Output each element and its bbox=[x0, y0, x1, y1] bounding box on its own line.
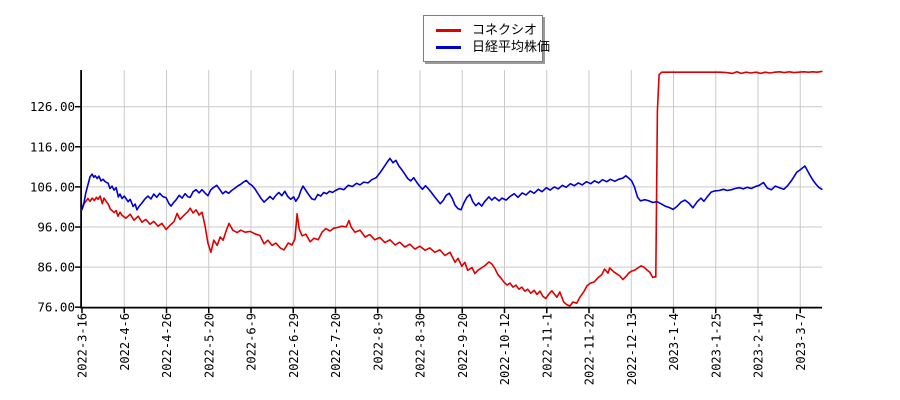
y-tick-label: 76.00 bbox=[37, 300, 75, 315]
blue-line-swatch bbox=[436, 45, 461, 49]
y-tick-label: 106.00 bbox=[30, 179, 75, 194]
legend-item-nikkei: 日経平均株価 bbox=[436, 39, 550, 55]
x-tick-label: 2022-12-13 bbox=[625, 313, 639, 385]
x-tick-label: 2022-4-26 bbox=[160, 313, 174, 378]
x-tick-label: 2023-2-14 bbox=[752, 313, 766, 378]
x-tick-label: 2022-4-6 bbox=[118, 313, 132, 371]
red-line-swatch bbox=[436, 28, 461, 32]
x-tick-label: 2022-8-9 bbox=[371, 313, 385, 371]
chart-legend: コネクシオ 日経平均株価 bbox=[423, 15, 550, 62]
x-tick-label: 2022-11-1 bbox=[540, 313, 554, 378]
x-tick-label: 2023-1-4 bbox=[667, 313, 681, 371]
y-tick-label: 96.00 bbox=[37, 220, 75, 235]
x-tick-label: 2023-1-25 bbox=[709, 313, 723, 378]
x-tick-label: 2022-7-20 bbox=[329, 313, 343, 378]
legend-label-konexio: コネクシオ bbox=[472, 22, 538, 37]
legend-label-nikkei: 日経平均株価 bbox=[472, 39, 551, 54]
x-tick-label: 2023-3-7 bbox=[794, 313, 808, 371]
x-tick-label: 2022-11-22 bbox=[583, 313, 597, 385]
y-tick-label: 86.00 bbox=[37, 260, 75, 275]
series-line-konexio bbox=[81, 70, 823, 307]
x-tick-label: 2022-6-9 bbox=[245, 313, 259, 371]
x-tick-label: 2022-3-16 bbox=[76, 313, 90, 378]
series-line-nikkei225 bbox=[81, 157, 823, 211]
x-tick-label: 2022-8-30 bbox=[414, 313, 428, 378]
x-tick-label: 2022-5-20 bbox=[202, 313, 216, 378]
legend-item-konexio: コネクシオ bbox=[436, 22, 537, 38]
x-tick-label: 2022-9-20 bbox=[456, 313, 470, 378]
x-tick-label: 2022-10-12 bbox=[498, 313, 512, 385]
y-tick-label: 116.00 bbox=[30, 139, 75, 154]
y-tick-label: 126.00 bbox=[30, 99, 75, 114]
x-tick-label: 2022-6-29 bbox=[287, 313, 301, 378]
